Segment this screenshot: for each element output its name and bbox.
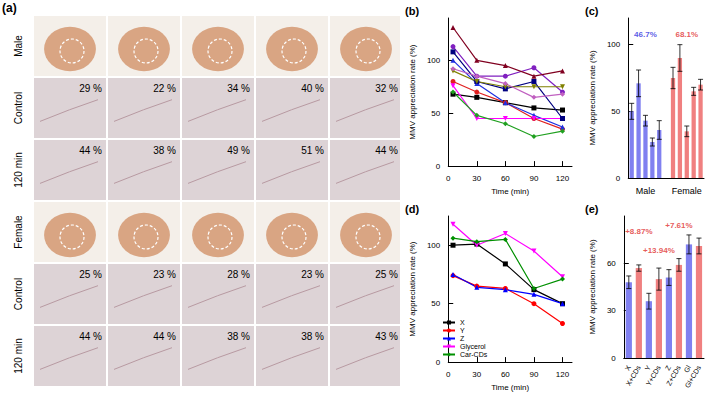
svg-text:90: 90: [529, 370, 538, 379]
svg-text:+13.94%: +13.94%: [643, 246, 675, 255]
svg-text:25 %: 25 %: [375, 269, 398, 280]
svg-text:40 %: 40 %: [301, 83, 324, 94]
svg-text:Time (min): Time (min): [491, 187, 529, 196]
svg-text:X+CDs: X+CDs: [625, 364, 642, 387]
svg-text:120: 120: [556, 370, 570, 379]
svg-text:44 %: 44 %: [79, 145, 102, 156]
svg-text:Female: Female: [672, 186, 702, 196]
svg-text:Z: Z: [664, 364, 673, 372]
svg-text:0: 0: [611, 354, 616, 363]
svg-text:0: 0: [436, 162, 441, 171]
svg-text:38 %: 38 %: [153, 145, 176, 156]
svg-text:(c): (c): [585, 5, 599, 17]
svg-text:50: 50: [431, 299, 440, 308]
svg-text:50: 50: [611, 107, 620, 116]
svg-text:Y: Y: [643, 364, 652, 372]
svg-text:60: 60: [501, 174, 510, 183]
svg-text:Control: Control: [13, 278, 24, 310]
svg-text:68.1%: 68.1%: [675, 30, 698, 39]
svg-text:34 %: 34 %: [227, 83, 250, 94]
svg-text:Car-CDs: Car-CDs: [460, 351, 488, 358]
svg-text:29 %: 29 %: [79, 83, 102, 94]
svg-text:60: 60: [607, 259, 616, 268]
svg-text:30: 30: [472, 174, 481, 183]
svg-text:X: X: [460, 319, 465, 326]
svg-text:43 %: 43 %: [375, 331, 398, 342]
svg-text:Male: Male: [13, 35, 24, 57]
svg-text:MMV appreciation rate (%): MMV appreciation rate (%): [408, 44, 417, 139]
svg-text:23 %: 23 %: [301, 269, 324, 280]
svg-text:60: 60: [501, 370, 510, 379]
svg-text:38 %: 38 %: [301, 331, 324, 342]
svg-text:120 min: 120 min: [13, 338, 24, 374]
svg-text:Time (min): Time (min): [491, 383, 529, 392]
svg-text:0: 0: [616, 174, 621, 183]
svg-text:+8.87%: +8.87%: [625, 227, 652, 236]
svg-text:Gl+CDs: Gl+CDs: [684, 364, 703, 389]
svg-text:(d): (d): [405, 203, 419, 215]
svg-text:49 %: 49 %: [227, 145, 250, 156]
svg-text:(e): (e): [585, 203, 599, 215]
svg-text:100: 100: [607, 40, 621, 49]
svg-text:30: 30: [472, 370, 481, 379]
svg-text:+7.61%: +7.61%: [665, 221, 692, 230]
svg-text:51 %: 51 %: [301, 145, 324, 156]
svg-text:Y+CDs: Y+CDs: [645, 364, 662, 387]
svg-text:0: 0: [436, 358, 441, 367]
svg-text:X: X: [623, 364, 632, 372]
svg-text:120: 120: [556, 174, 570, 183]
svg-text:(a): (a): [2, 1, 17, 15]
svg-text:22 %: 22 %: [153, 83, 176, 94]
svg-text:0: 0: [446, 370, 451, 379]
svg-text:120 min: 120 min: [13, 152, 24, 188]
svg-text:Z: Z: [460, 335, 465, 342]
svg-text:Male: Male: [636, 186, 656, 196]
svg-text:44 %: 44 %: [79, 331, 102, 342]
svg-text:Z+CDs: Z+CDs: [665, 364, 682, 387]
svg-text:MMV appreciation rate (%): MMV appreciation rate (%): [588, 50, 597, 145]
svg-text:Y: Y: [460, 327, 465, 334]
svg-text:25 %: 25 %: [79, 269, 102, 280]
svg-text:38 %: 38 %: [227, 331, 250, 342]
svg-text:0: 0: [446, 174, 451, 183]
svg-text:28 %: 28 %: [227, 269, 250, 280]
svg-text:32 %: 32 %: [375, 83, 398, 94]
svg-text:100: 100: [427, 56, 441, 65]
svg-text:Glycerol: Glycerol: [460, 343, 486, 351]
svg-text:MMV appreciation rate (%): MMV appreciation rate (%): [588, 239, 597, 334]
svg-text:50: 50: [431, 109, 440, 118]
svg-text:30: 30: [607, 306, 616, 315]
svg-text:MMV appreciation rate (%): MMV appreciation rate (%): [408, 241, 417, 336]
svg-text:44 %: 44 %: [153, 331, 176, 342]
svg-text:Female: Female: [13, 215, 24, 249]
svg-text:44 %: 44 %: [375, 145, 398, 156]
svg-text:90: 90: [529, 174, 538, 183]
svg-text:100: 100: [427, 241, 441, 250]
svg-text:Control: Control: [13, 92, 24, 124]
svg-text:(b): (b): [405, 5, 419, 17]
svg-text:23 %: 23 %: [153, 269, 176, 280]
svg-text:46.7%: 46.7%: [634, 30, 657, 39]
